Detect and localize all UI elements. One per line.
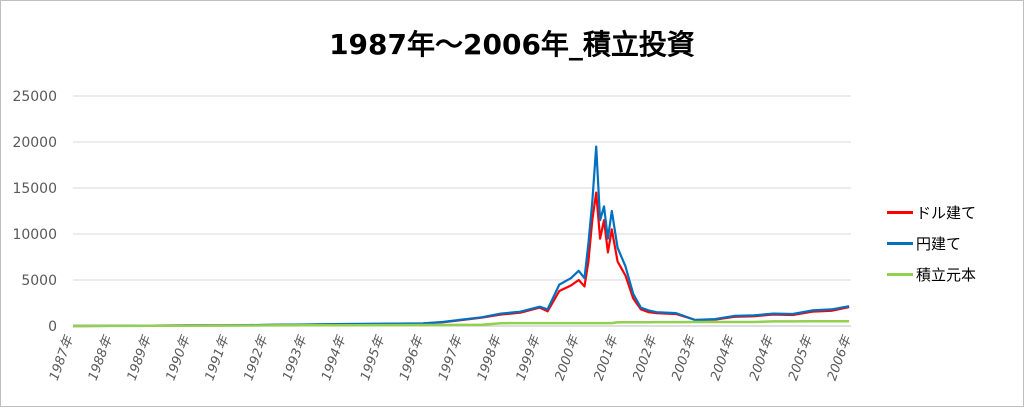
y-tick-label: 15000 [12,181,57,197]
legend-label: 円建て [916,235,962,253]
y-tick-label: 25000 [12,89,57,105]
legend-swatch [887,273,913,276]
x-tick-label: 1999年 [514,332,545,382]
x-tick-label: 2006年 [825,332,856,382]
y-tick-label: 10000 [12,227,57,243]
series-line-1 [72,191,850,328]
series-line-2 [72,145,850,328]
x-tick-label: 1995年 [358,332,389,382]
legend-item: 円建て [887,228,976,259]
chart-title: 1987年～2006年_積立投資 [329,28,695,61]
legend-item: ドル建て [887,197,976,228]
x-tick-label: 1996年 [397,332,428,382]
x-tick-label: 1987年 [47,332,78,382]
x-tick-label: 2005年 [786,332,817,382]
x-tick-label: 1992年 [241,332,272,382]
x-tick-label: 2001年 [591,332,622,382]
x-tick-label: 2004年 [708,332,739,382]
legend-label: 積立元本 [916,266,977,284]
y-tick-label: 5000 [21,273,57,289]
x-tick-label: 2003年 [669,332,700,382]
x-tick-label: 1994年 [319,332,350,382]
x-tick-label: 2002年 [630,332,661,382]
legend-label: ドル建て [916,204,977,222]
x-tick-label: 1991年 [202,332,233,382]
legend-swatch [887,242,913,245]
x-tick-label: 1997年 [436,332,467,382]
y-tick-label: 0 [48,319,57,335]
y-tick-label: 20000 [12,135,57,151]
legend-item: 積立元本 [887,259,976,290]
x-tick-label: 1990年 [164,332,195,382]
legend-swatch [887,211,913,214]
x-tick-label: 1989年 [125,332,156,382]
x-tick-label: 1998年 [475,332,506,382]
legend: ドル建て円建て積立元本 [887,197,976,290]
x-tick-label: 2000年 [553,332,584,382]
x-tick-label: 2004年 [747,332,778,382]
series-line-3 [72,319,850,328]
x-tick-label: 1988年 [86,332,117,382]
x-tick-label: 1993年 [280,332,311,382]
